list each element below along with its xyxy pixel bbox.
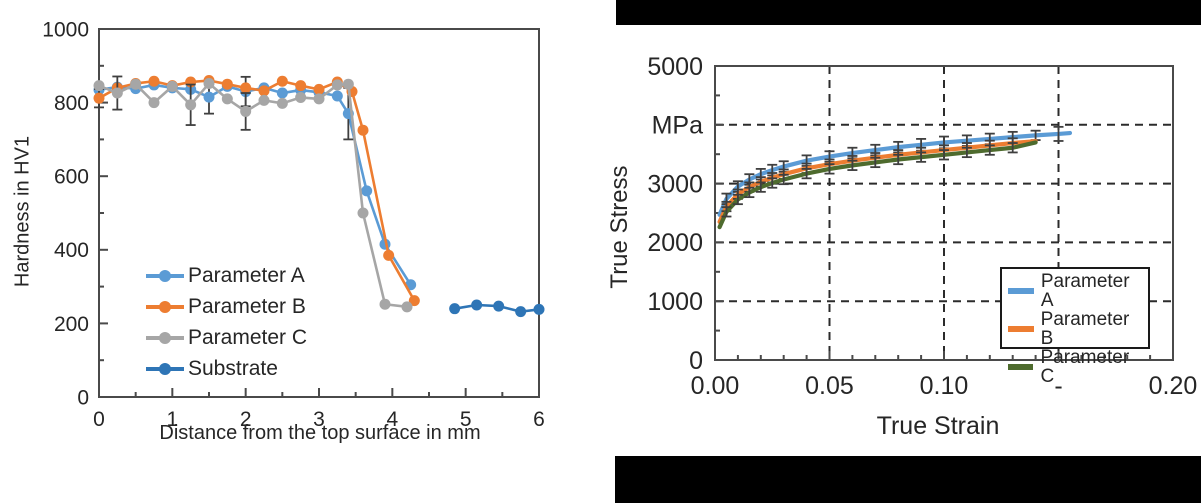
legend-marker-parameter-a (159, 269, 171, 282)
svg-text:1000: 1000 (647, 288, 703, 316)
legend-swatch-parameter-b (146, 300, 184, 313)
legend-label-parameter-a: Parameter A (1040, 271, 1130, 311)
legend-item-parameter-a: Parameter A (1008, 272, 1142, 310)
svg-text:2000: 2000 (647, 229, 703, 257)
legend-label-parameter-c: Parameter C (1040, 347, 1130, 387)
svg-text:400: 400 (54, 239, 89, 262)
hardness-legend: Parameter A Parameter B Parameter C Subs… (146, 260, 307, 384)
legend-item-parameter-b: Parameter B (1008, 310, 1142, 348)
legend-marker-parameter-c (159, 331, 171, 344)
svg-text:0.00: 0.00 (691, 372, 740, 400)
svg-text:0: 0 (93, 408, 105, 431)
legend-swatch-parameter-b (1008, 326, 1034, 332)
legend-swatch-substrate (146, 362, 184, 375)
svg-text:0.10: 0.10 (920, 372, 969, 400)
stress-strain-panel: 0.00 0.05 0.10 - 0.20 0 1000 2000 3000 MPa 5000 Tr… (600, 0, 1201, 503)
svg-text:2: 2 (240, 408, 252, 431)
svg-text:MPa: MPa (652, 112, 704, 140)
legend-item-parameter-a: Parameter A (146, 260, 307, 291)
svg-text:0: 0 (77, 386, 89, 409)
svg-text:800: 800 (54, 92, 89, 115)
hardness-x-axis-title: Distance from the top surface in mm (159, 422, 481, 444)
stress-legend: Parameter A Parameter B Parameter C (1000, 267, 1150, 386)
svg-text:600: 600 (54, 166, 89, 189)
legend-label-parameter-b: Parameter B (1040, 309, 1130, 349)
legend-item-substrate: Substrate (146, 353, 307, 384)
svg-text:0.20: 0.20 (1149, 372, 1198, 400)
legend-swatch-parameter-a (146, 269, 184, 282)
legend-marker-substrate (159, 362, 171, 375)
legend-label-parameter-a: Parameter A (188, 264, 305, 287)
svg-text:200: 200 (54, 313, 89, 336)
hardness-y-axis-title: Hardness in HV1 (11, 135, 34, 288)
legend-item-parameter-b: Parameter B (146, 291, 307, 322)
stress-strain-chart: 0.00 0.05 0.10 - 0.20 0 1000 2000 3000 MPa 5000 (647, 53, 1198, 400)
legend-label-substrate: Substrate (188, 357, 278, 380)
svg-text:1000: 1000 (42, 18, 89, 41)
svg-text:5: 5 (460, 408, 472, 431)
hardness-chart-panel: 0 1 2 3 4 5 6 0 200 400 600 800 1000 Hardness in HV1… (0, 0, 600, 503)
svg-text:-: - (1054, 372, 1062, 400)
svg-text:0.05: 0.05 (805, 372, 854, 400)
legend-label-parameter-c: Parameter C (188, 326, 308, 349)
letterbox-top-bar (616, 0, 1201, 25)
svg-text:1: 1 (166, 408, 178, 431)
svg-text:4: 4 (386, 408, 398, 431)
legend-item-parameter-c: Parameter C (146, 322, 307, 353)
svg-text:6: 6 (533, 408, 545, 431)
hardness-chart: 0 1 2 3 4 5 6 0 200 400 600 800 1000 (42, 18, 545, 431)
legend-swatch-parameter-c (146, 331, 184, 344)
svg-text:3: 3 (313, 408, 325, 431)
legend-label-parameter-b: Parameter B (188, 295, 306, 318)
legend-item-parameter-c: Parameter C (1008, 348, 1142, 386)
svg-text:0: 0 (689, 347, 703, 375)
svg-text:3000: 3000 (647, 170, 703, 198)
letterbox-bottom-bar (615, 456, 1201, 503)
legend-swatch-parameter-a (1008, 288, 1034, 294)
svg-text:5000: 5000 (647, 53, 703, 81)
stress-y-axis-title: True Stress (606, 165, 633, 289)
legend-swatch-parameter-c (1008, 364, 1034, 370)
stress-x-axis-title: True Strain (876, 412, 1000, 440)
legend-marker-parameter-b (159, 300, 171, 313)
